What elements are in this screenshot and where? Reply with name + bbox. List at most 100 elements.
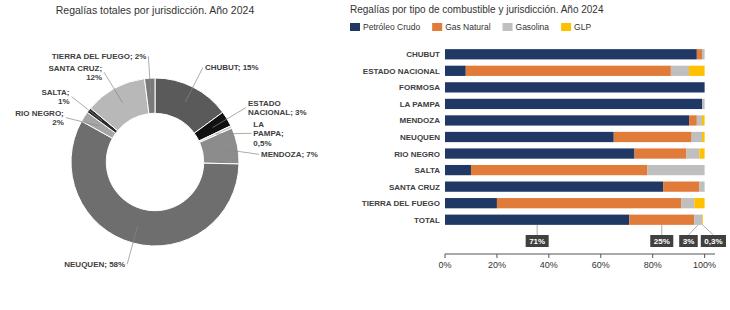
bar-segment xyxy=(694,215,702,225)
legend-swatch xyxy=(350,23,360,31)
bar-segment xyxy=(694,198,704,208)
x-tick xyxy=(704,254,705,258)
x-tick-label: 20% xyxy=(488,260,506,270)
bar-segment xyxy=(704,99,705,109)
value-label: 0,3% xyxy=(704,237,722,246)
label-line: 2% xyxy=(52,118,64,127)
label-line: 0,5% xyxy=(253,139,271,148)
value-label: 25% xyxy=(654,237,670,246)
slice-label: SALTA;1% xyxy=(41,88,69,107)
label-line: MENDOZA; 7% xyxy=(261,150,318,159)
bar-segment xyxy=(704,82,705,92)
category-label: NEUQUEN xyxy=(400,133,440,142)
label-line: SANTA CRUZ; xyxy=(48,64,102,73)
bar-segment xyxy=(704,165,705,175)
category-label: ESTADO NACIONAL xyxy=(363,67,440,76)
legend-label: GLP xyxy=(574,22,591,32)
bar-segment xyxy=(445,82,705,92)
leader-line xyxy=(688,225,698,235)
bar-segment xyxy=(697,49,702,59)
bar-segment xyxy=(635,148,687,158)
bar-segment xyxy=(704,49,705,59)
leader-line xyxy=(702,225,713,235)
x-tick-label: 0% xyxy=(438,260,451,270)
category-label: TOTAL xyxy=(414,216,440,225)
y-axis-labels: CHUBUTESTADO NACIONALFORMOSALA PAMPAMEND… xyxy=(362,50,440,224)
category-label: LA PAMPA xyxy=(400,100,441,109)
legend-label: Petróleo Crudo xyxy=(363,22,420,32)
bar-segment xyxy=(702,49,705,59)
category-label: MENDOZA xyxy=(400,116,441,125)
leader-line xyxy=(661,225,662,235)
legend-swatch xyxy=(561,23,571,31)
bar-chart: Regalías por tipo de combustible y juris… xyxy=(350,4,726,270)
slice-label: SANTA CRUZ;12% xyxy=(48,64,102,83)
bar-segment xyxy=(681,198,694,208)
slice-label: CHUBUT; 15% xyxy=(205,63,259,72)
bars xyxy=(445,49,705,225)
pie-slice xyxy=(71,121,239,246)
bar-segment xyxy=(471,165,648,175)
bar-segment xyxy=(497,198,681,208)
slice-label: MENDOZA; 7% xyxy=(261,150,318,159)
x-tick-label: 40% xyxy=(540,260,558,270)
label-line: CHUBUT; 15% xyxy=(205,63,259,72)
label-line: 12% xyxy=(86,73,102,82)
bar-segment xyxy=(686,148,699,158)
x-tick-label: 60% xyxy=(592,260,610,270)
value-label-box xyxy=(526,235,549,247)
legend: Petróleo CrudoGas NaturalGasolinaGLP xyxy=(350,22,591,32)
bar-segment xyxy=(445,99,702,109)
x-tick xyxy=(600,254,601,258)
label-line: PAMPA; xyxy=(253,129,283,138)
pie-chart: Regalías totales por jurisdicción. Año 2… xyxy=(15,4,318,269)
bar-segment xyxy=(445,115,689,125)
bar-segment xyxy=(445,132,614,142)
bar-segment xyxy=(699,148,704,158)
value-label: 71% xyxy=(529,237,545,246)
label-line: SALTA; xyxy=(41,88,69,97)
x-tick-label: 80% xyxy=(644,260,662,270)
x-tick xyxy=(496,254,497,258)
bar-segment xyxy=(648,165,705,175)
x-tick xyxy=(548,254,549,258)
leader-line xyxy=(72,97,103,121)
x-tick-label: 100% xyxy=(693,260,716,270)
bar-segment xyxy=(697,115,702,125)
bar-segment xyxy=(445,198,497,208)
slice-label: LAPAMPA;0,5% xyxy=(253,120,283,148)
chart-title: Regalías por tipo de combustible y juris… xyxy=(350,4,604,15)
category-label: FORMOSA xyxy=(399,83,440,92)
legend-label: Gas Natural xyxy=(445,22,490,32)
leader-line xyxy=(148,56,150,95)
category-label: SANTA CRUZ xyxy=(389,183,440,192)
slice-label: ESTADONACIONAL; 3% xyxy=(248,99,307,118)
slice-label: RIO NEGRO;2% xyxy=(15,109,63,128)
leader-lines xyxy=(66,56,259,264)
slice-label: TIERRA DEL FUEGO; 2% xyxy=(52,52,147,61)
value-label-box xyxy=(679,235,698,247)
bar-segment xyxy=(699,182,704,192)
bar-segment xyxy=(445,148,635,158)
label-line: RIO NEGRO; xyxy=(15,109,63,118)
bar-segment xyxy=(445,49,697,59)
leader-line xyxy=(213,108,246,128)
bar-segment xyxy=(445,182,663,192)
x-axis: 0% 20% 40% 60% 80% 100% xyxy=(438,254,716,270)
bar-segment xyxy=(692,132,702,142)
legend-swatch xyxy=(503,23,513,31)
x-tick xyxy=(652,254,653,258)
label-line: LA xyxy=(253,120,264,129)
pie-slice xyxy=(91,79,149,131)
leader-line xyxy=(66,118,99,126)
category-label: TIERRA DEL FUEGO xyxy=(362,199,440,208)
leader-line xyxy=(185,67,203,102)
value-label-box xyxy=(701,235,726,247)
bar-segment xyxy=(445,165,471,175)
slices xyxy=(71,78,239,246)
category-label: SALTA xyxy=(415,166,441,175)
chart-title: Regalías totales por jurisdicción. Año 2… xyxy=(56,4,255,16)
chart-canvas: Regalías totales por jurisdicción. Año 2… xyxy=(0,0,730,310)
leader-line xyxy=(221,149,259,154)
bar-segment xyxy=(466,66,671,76)
